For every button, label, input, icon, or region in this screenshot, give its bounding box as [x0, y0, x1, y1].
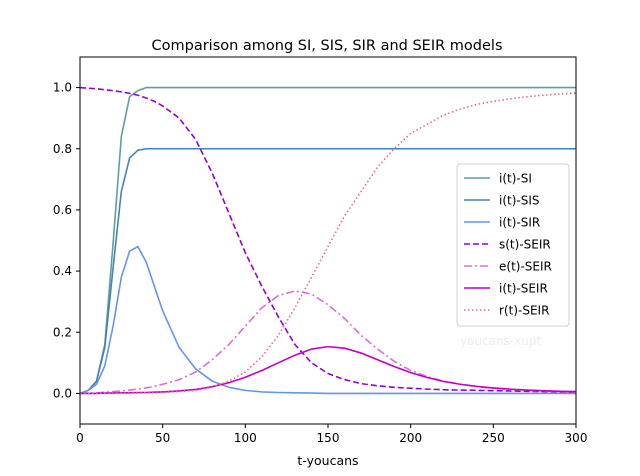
y-tick-label: 1.0: [53, 81, 72, 95]
y-tick-label: 0.4: [53, 264, 72, 278]
legend-label: r(t)-SEIR: [499, 304, 549, 318]
y-tick-label: 0.2: [53, 325, 72, 339]
y-tick-label: 0.8: [53, 142, 72, 156]
legend-label: i(t)-SIS: [499, 194, 540, 208]
legend-box: [456, 163, 570, 327]
y-tick-label: 0.0: [53, 386, 72, 400]
x-axis: 0 50 100 150 200 250 300: [76, 424, 587, 445]
series-line-i-t-sis: [80, 147, 576, 395]
x-axis-label: t-youcans: [297, 453, 358, 468]
x-tick-label: 50: [155, 431, 170, 445]
series-layer: [80, 86, 576, 395]
x-tick-label: 300: [565, 431, 588, 445]
watermark: youcans-xupt: [460, 334, 542, 348]
y-axis: 0.0 0.2 0.4 0.6 0.8 1.0: [53, 81, 80, 400]
series-line-r-t-seir: [80, 92, 576, 395]
legend-label: s(t)-SEIR: [499, 238, 551, 252]
x-tick-label: 250: [482, 431, 505, 445]
series-line-i-t-seir: [80, 345, 576, 395]
series-line-e-t-seir: [80, 290, 576, 395]
x-tick-label: 150: [317, 431, 340, 445]
legend-label: i(t)-SIR: [499, 216, 540, 230]
x-tick-label: 100: [234, 431, 257, 445]
legend-label: i(t)-SI: [499, 172, 532, 186]
x-tick-label: 200: [399, 431, 422, 445]
series-line-i-t-sir: [80, 245, 576, 395]
series-line-i-t-si: [80, 86, 576, 395]
chart-title: Comparison among SI, SIS, SIR and SEIR m…: [152, 38, 503, 54]
legend-label: e(t)-SEIR: [499, 260, 552, 274]
legend: i(t)-SI i(t)-SIS i(t)-SIR s(t)-SEIR e(t)-SEI…: [456, 163, 570, 327]
legend-label: i(t)-SEIR: [499, 282, 548, 296]
y-tick-label: 0.6: [53, 203, 72, 217]
x-tick-label: 0: [76, 431, 84, 445]
series-line-s-t-seir: [80, 86, 576, 393]
